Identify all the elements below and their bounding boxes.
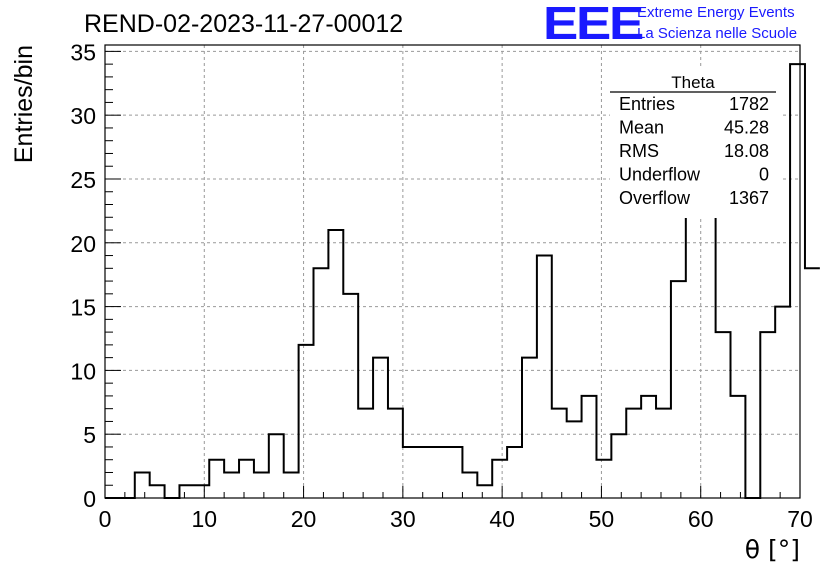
histogram-bin xyxy=(582,396,597,498)
histogram-bin xyxy=(314,268,329,498)
histogram-bin xyxy=(448,447,463,498)
org-name-line2: La Scienza nelle Scuole xyxy=(637,25,798,42)
stats-value: 0 xyxy=(759,165,769,185)
histogram-bin xyxy=(671,281,686,498)
histogram-bin xyxy=(254,472,269,498)
histogram-bin xyxy=(522,358,537,498)
stats-value: 1782 xyxy=(729,94,769,114)
histogram-bin xyxy=(775,307,790,498)
y-tick-label: 35 xyxy=(70,39,96,65)
histogram-bin xyxy=(611,434,626,498)
histogram-bin xyxy=(567,421,582,498)
x-tick-label: 40 xyxy=(489,506,515,532)
plot-frame xyxy=(104,44,801,499)
histogram-bin xyxy=(373,358,388,498)
stats-label: RMS xyxy=(619,141,659,161)
x-axis-label: θ [°] xyxy=(745,535,800,564)
histogram-bin xyxy=(641,396,656,498)
histogram-bin xyxy=(284,472,299,498)
stats-label: Mean xyxy=(619,118,664,138)
histogram-bin xyxy=(716,332,731,498)
histogram-bin xyxy=(656,409,671,498)
stats-label: Underflow xyxy=(619,165,701,185)
histogram-bin xyxy=(239,460,254,498)
histogram-bin xyxy=(299,345,314,498)
stats-value: 45.28 xyxy=(724,118,769,138)
x-tick-label: 20 xyxy=(291,506,317,532)
histogram-bin xyxy=(418,447,433,498)
histogram-bin xyxy=(328,230,343,498)
histogram-bin xyxy=(150,485,165,498)
stats-title: Theta xyxy=(671,73,715,92)
histogram-bin xyxy=(477,485,492,498)
histogram-bin xyxy=(343,294,358,498)
y-tick-label: 30 xyxy=(70,103,96,129)
run-title: REND-02-2023-11-27-00012 xyxy=(84,10,404,38)
histogram-bin xyxy=(492,460,507,498)
x-tick-label: 50 xyxy=(589,506,615,532)
histogram-bin xyxy=(179,485,194,498)
histogram-bin xyxy=(224,472,239,498)
stats-label: Entries xyxy=(619,94,675,114)
x-tick-label: 0 xyxy=(99,506,112,532)
histogram-bin xyxy=(388,409,403,498)
x-tick-label: 30 xyxy=(390,506,416,532)
histogram-bin xyxy=(805,268,820,498)
histogram-bin xyxy=(552,409,567,498)
histogram-bin xyxy=(269,434,284,498)
histogram-bin xyxy=(537,256,552,498)
stats-box xyxy=(610,68,780,218)
y-axis-label: Entries/bin xyxy=(10,45,38,163)
histogram-bin xyxy=(462,472,477,498)
histogram-bin xyxy=(358,409,373,498)
y-tick-label: 20 xyxy=(70,231,96,257)
histogram-bin xyxy=(760,332,775,498)
y-tick-label: 15 xyxy=(70,295,96,321)
histogram-bin xyxy=(790,64,805,498)
histogram-bin xyxy=(433,447,448,498)
histogram-bin xyxy=(626,409,641,498)
stats-value: 18.08 xyxy=(724,141,769,161)
stats-label: Overflow xyxy=(619,188,691,208)
histogram-bin xyxy=(507,447,522,498)
eee-logo: EEE xyxy=(543,0,644,49)
x-tick-label: 60 xyxy=(688,506,714,532)
y-tick-label: 25 xyxy=(70,167,96,193)
histogram-bin xyxy=(596,460,611,498)
stats-value: 1367 xyxy=(729,188,769,208)
y-tick-label: 10 xyxy=(70,358,96,384)
histogram-bin xyxy=(209,460,224,498)
x-tick-label: 10 xyxy=(191,506,217,532)
y-tick-label: 5 xyxy=(83,422,96,448)
y-tick-label: 0 xyxy=(83,486,96,512)
histogram-bin xyxy=(403,447,418,498)
org-name-line1: Extreme Energy Events xyxy=(637,4,795,21)
histogram-bin xyxy=(135,472,150,498)
histogram-bin xyxy=(194,485,209,498)
x-tick-label: 70 xyxy=(787,506,813,532)
histogram-bin xyxy=(731,396,746,498)
